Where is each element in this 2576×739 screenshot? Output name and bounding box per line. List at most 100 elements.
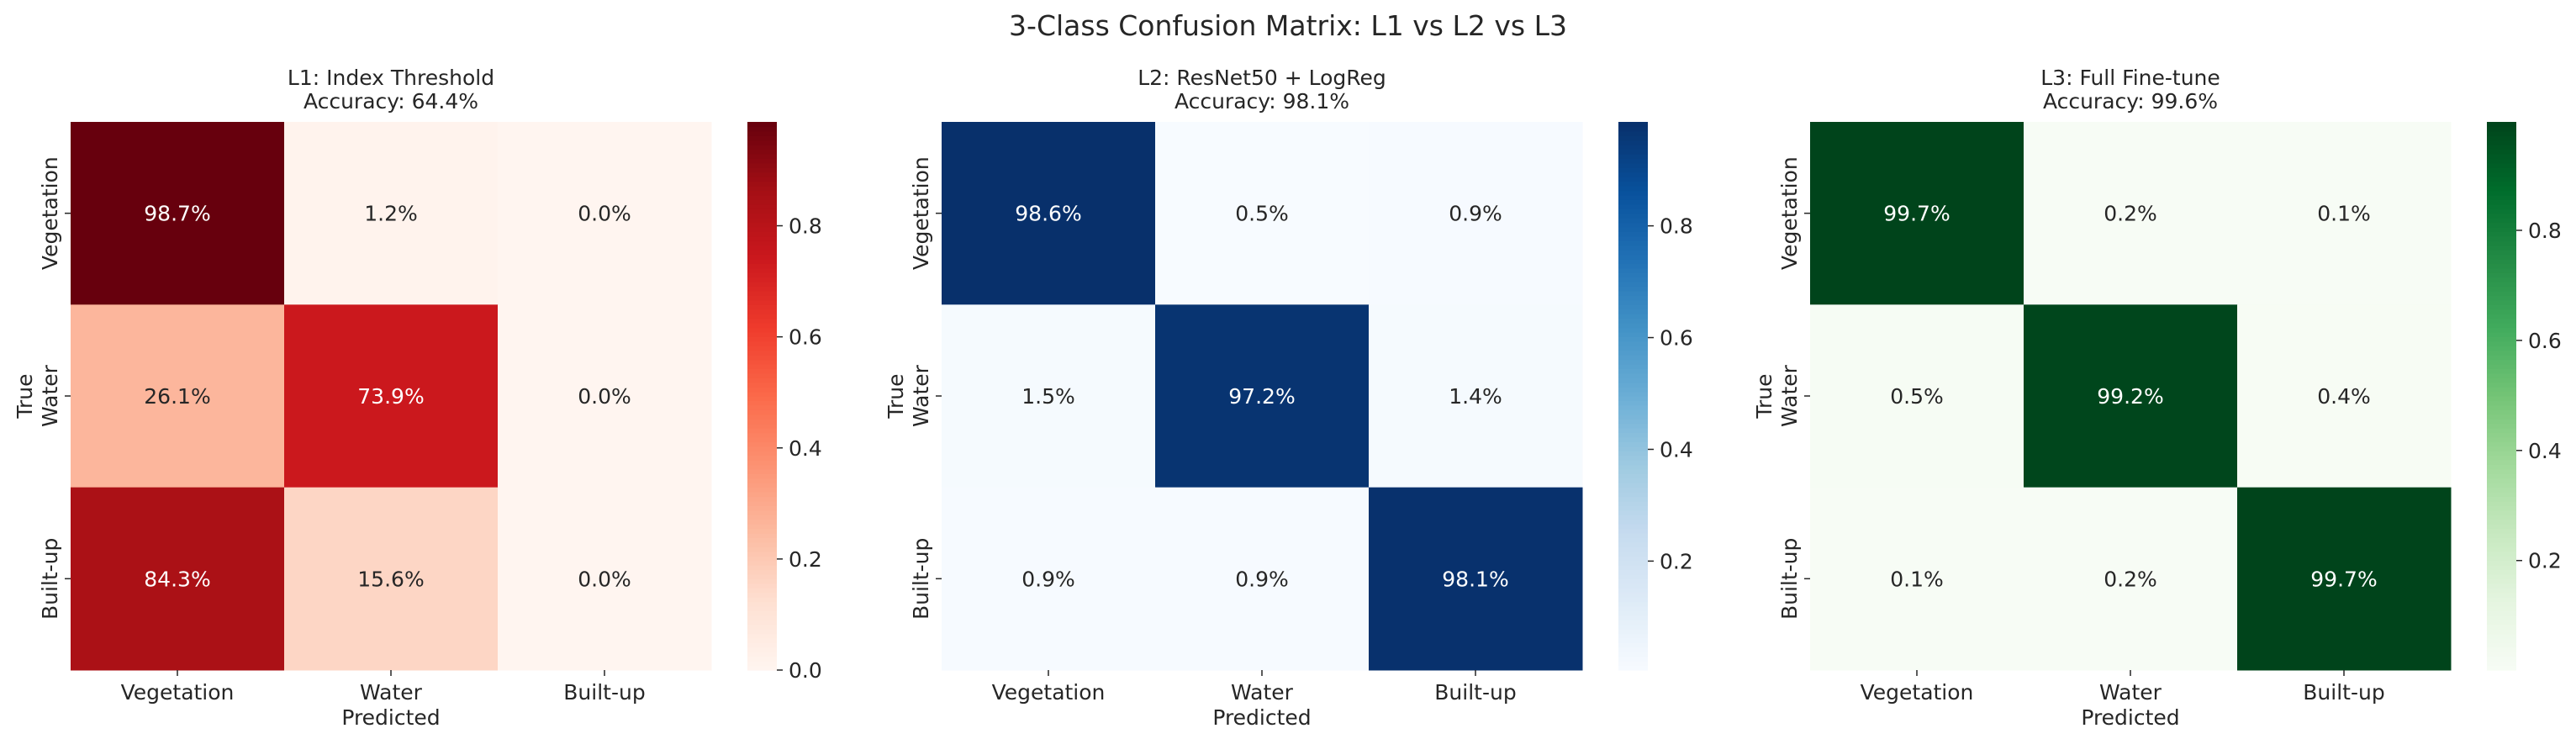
y-axis-label: True — [884, 373, 908, 419]
x-tick-label: Vegetation — [121, 680, 235, 705]
cell-annotation: 26.1% — [144, 384, 210, 409]
colorbar-segment — [2487, 597, 2516, 603]
heatmap-cell — [1155, 487, 1370, 671]
colorbar-segment — [2487, 492, 2516, 498]
colorbar-segment — [1618, 483, 1648, 488]
colorbar-segment — [2487, 615, 2516, 620]
colorbar-segment — [1618, 350, 1648, 356]
heatmap-cell — [1369, 304, 1583, 488]
cell-annotation: 0.1% — [2317, 202, 2371, 226]
colorbar-segment — [747, 487, 777, 493]
colorbar-tick-label: 0.6 — [789, 325, 822, 350]
colorbar-segment — [2487, 624, 2516, 630]
cell-annotation: 0.9% — [1449, 202, 1502, 226]
colorbar-tick-label: 0.2 — [789, 547, 822, 572]
heatmap-cell — [1369, 487, 1583, 671]
colorbar-segment — [1618, 537, 1648, 543]
colorbar-segment — [747, 231, 777, 237]
colorbar-segment — [1618, 309, 1648, 314]
colorbar-segment — [1618, 560, 1648, 566]
colorbar-segment — [1618, 528, 1648, 534]
panel-title: L2: ResNet50 + LogReg — [1138, 66, 1386, 90]
colorbar-segment — [1618, 299, 1648, 305]
colorbar-segment — [1618, 487, 1648, 493]
colorbar-segment — [1618, 291, 1648, 297]
colorbar-tick-label: 0.6 — [2528, 329, 2562, 353]
cell-annotation: 99.7% — [1883, 202, 1950, 226]
colorbar-segment — [2487, 145, 2516, 150]
heatmap-cell — [1369, 122, 1583, 305]
colorbar-segment — [747, 323, 777, 329]
panel-subtitle: Accuracy: 98.1% — [1175, 89, 1349, 113]
colorbar-segment — [1618, 441, 1648, 447]
colorbar-segment — [747, 432, 777, 438]
colorbar-segment — [747, 355, 777, 361]
colorbar-segment — [747, 291, 777, 297]
colorbar-segment — [747, 629, 777, 635]
colorbar-segment — [2487, 149, 2516, 155]
colorbar-segment — [747, 259, 777, 265]
colorbar-segment — [747, 661, 777, 667]
colorbar-segment — [747, 533, 777, 539]
x-tick-label: Water — [360, 680, 423, 705]
colorbar-segment — [747, 647, 777, 652]
colorbar-segment — [747, 295, 777, 301]
colorbar-segment — [1618, 314, 1648, 319]
colorbar-segment — [1618, 282, 1648, 288]
colorbar-segment — [747, 597, 777, 603]
cell-annotation: 0.9% — [1235, 567, 1289, 591]
colorbar-segment — [2487, 387, 2516, 393]
colorbar-tick-label: 0.8 — [2528, 219, 2562, 243]
cell-annotation: 84.3% — [144, 567, 210, 591]
colorbar-segment — [1618, 355, 1648, 361]
colorbar-segment — [747, 436, 777, 442]
colorbar-segment — [1618, 222, 1648, 228]
colorbar-segment — [747, 263, 777, 269]
colorbar-segment — [747, 569, 777, 575]
heatmap-cell — [71, 122, 285, 305]
colorbar-segment — [2487, 346, 2516, 351]
colorbar-segment — [2487, 551, 2516, 557]
colorbar-segment — [2487, 186, 2516, 192]
colorbar-segment — [747, 428, 777, 434]
colorbar-segment — [1618, 451, 1648, 457]
colorbar-segment — [1618, 464, 1648, 470]
colorbar-segment — [1618, 235, 1648, 241]
x-tick-label: Built-up — [1434, 680, 1516, 705]
heatmap-cell — [942, 304, 1156, 488]
colorbar-segment — [2487, 172, 2516, 177]
colorbar-segment — [2487, 382, 2516, 388]
colorbar-segment — [2487, 263, 2516, 269]
colorbar-segment — [2487, 665, 2516, 671]
colorbar-segment — [747, 652, 777, 657]
colorbar-segment — [747, 633, 777, 639]
colorbar-segment — [1618, 610, 1648, 616]
heatmap-cell — [498, 304, 712, 488]
colorbar-tick-label: 0.0 — [789, 658, 822, 683]
cell-annotation: 97.2% — [1228, 384, 1295, 409]
colorbar-segment — [747, 446, 777, 451]
colorbar-segment — [1618, 372, 1648, 378]
colorbar-segment — [747, 254, 777, 260]
colorbar-segment — [1618, 423, 1648, 429]
colorbar-segment — [2487, 391, 2516, 397]
colorbar-segment — [2487, 441, 2516, 447]
colorbar-segment — [2487, 295, 2516, 301]
colorbar-segment — [1618, 382, 1648, 388]
colorbar-segment — [747, 158, 777, 164]
heatmap-cell — [2237, 487, 2452, 671]
figure-title: 3-Class Confusion Matrix: L1 vs L2 vs L3 — [1009, 9, 1567, 42]
x-axis-label: Predicted — [1212, 705, 1311, 730]
colorbar-segment — [2487, 140, 2516, 145]
colorbar-segment — [747, 583, 777, 589]
colorbar-segment — [2487, 546, 2516, 552]
colorbar-tick-label: 0.6 — [1660, 326, 1693, 351]
colorbar-segment — [747, 250, 777, 256]
colorbar-segment — [747, 286, 777, 292]
colorbar-segment — [2487, 451, 2516, 457]
y-tick-label: Water — [1777, 364, 1802, 427]
colorbar-segment — [1618, 304, 1648, 310]
colorbar-segment — [1618, 455, 1648, 461]
colorbar-segment — [747, 556, 777, 562]
colorbar-segment — [2487, 661, 2516, 667]
